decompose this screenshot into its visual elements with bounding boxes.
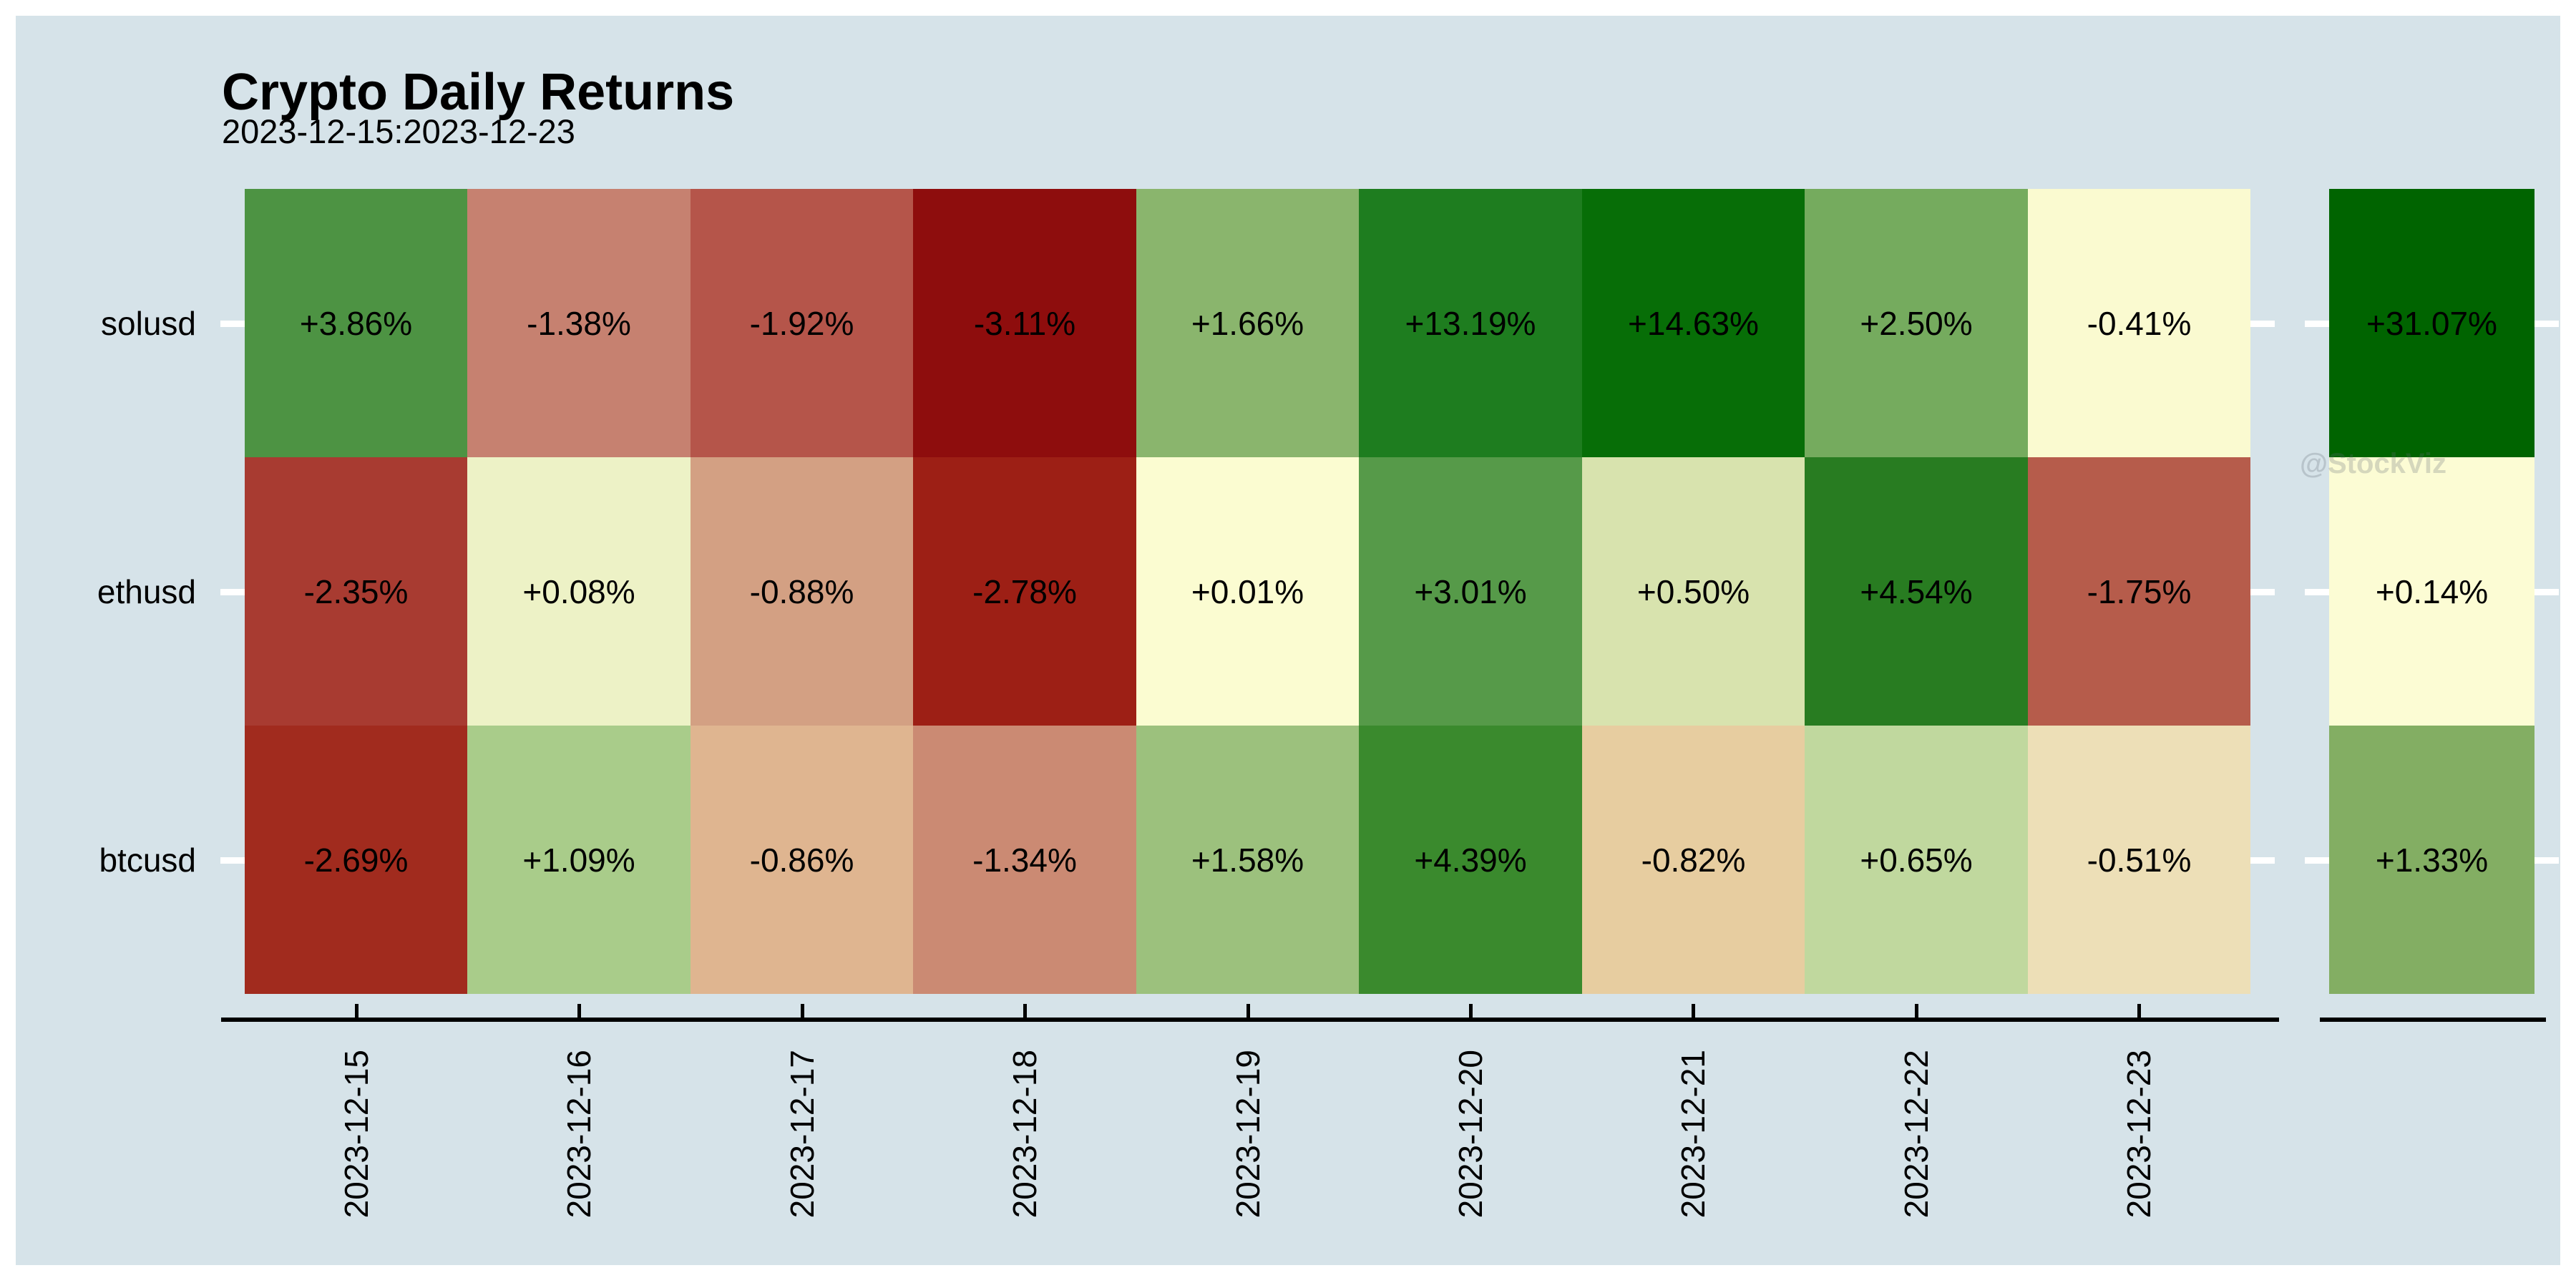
x-axis-label-2023-12-20: 2023-12-20 [1452, 1050, 1489, 1219]
x-axis-tick [1469, 1004, 1473, 1018]
chart-panel: Crypto Daily Returns 2023-12-15:2023-12-… [16, 16, 2560, 1265]
y-axis-label-ethusd: ethusd [97, 572, 196, 610]
y-axis-label-solusd: solusd [101, 304, 196, 342]
heatmap-cell-ethusd-2023-12-20: +3.01% [1359, 457, 1582, 726]
row-tick [2250, 588, 2275, 595]
summary-cell-btcusd: +1.33% [2329, 726, 2534, 994]
heatmap-cell-ethusd-2023-12-17: -0.88% [691, 457, 913, 726]
x-axis-label-2023-12-18: 2023-12-18 [1006, 1050, 1043, 1219]
summary-cell-ethusd: +0.14% [2329, 457, 2534, 726]
x-axis-label-2023-12-16: 2023-12-16 [560, 1050, 597, 1219]
heatmap-cell-ethusd-2023-12-21: +0.50% [1582, 457, 1805, 726]
row-tick [220, 320, 245, 327]
x-axis-tick [355, 1004, 358, 1018]
row-tick [2305, 588, 2329, 595]
heatmap-cell-solusd-2023-12-15: +3.86% [245, 189, 467, 457]
heatmap-cell-btcusd-2023-12-18: -1.34% [913, 726, 1136, 994]
heatmap-cell-btcusd-2023-12-21: -0.82% [1582, 726, 1805, 994]
heatmap-cell-btcusd-2023-12-20: +4.39% [1359, 726, 1582, 994]
x-axis-label-2023-12-23: 2023-12-23 [2120, 1050, 2157, 1219]
heatmap-cell-solusd-2023-12-18: -3.11% [913, 189, 1136, 457]
row-tick [2250, 857, 2275, 864]
row-tick [2305, 857, 2329, 864]
x-axis-line-summary [2320, 1018, 2546, 1022]
x-axis-tick [1246, 1004, 1250, 1018]
row-tick [2250, 320, 2275, 327]
heatmap-cell-ethusd-2023-12-15: -2.35% [245, 457, 467, 726]
heatmap-cell-btcusd-2023-12-22: +0.65% [1805, 726, 2028, 994]
heatmap-cell-ethusd-2023-12-22: +4.54% [1805, 457, 2028, 726]
summary-cell-solusd: +31.07% [2329, 189, 2534, 457]
x-axis-line-main [221, 1018, 2279, 1022]
heatmap-cell-solusd-2023-12-23: -0.41% [2028, 189, 2250, 457]
heatmap-cell-solusd-2023-12-22: +2.50% [1805, 189, 2028, 457]
heatmap-cell-solusd-2023-12-16: -1.38% [467, 189, 691, 457]
heatmap-cell-ethusd-2023-12-16: +0.08% [467, 457, 691, 726]
stockviz-watermark: @StockViz [2300, 448, 2446, 479]
heatmap-cell-ethusd-2023-12-23: -1.75% [2028, 457, 2250, 726]
x-axis-tick [577, 1004, 581, 1018]
x-axis-label-2023-12-22: 2023-12-22 [1898, 1050, 1935, 1219]
heatmap-cell-solusd-2023-12-19: +1.66% [1136, 189, 1359, 457]
x-axis-tick [1692, 1004, 1695, 1018]
row-tick [2534, 857, 2559, 864]
heatmap-cell-btcusd-2023-12-17: -0.86% [691, 726, 913, 994]
x-axis-tick [2137, 1004, 2141, 1018]
chart-title: Crypto Daily Returns [222, 64, 735, 121]
heatmap-cell-ethusd-2023-12-19: +0.01% [1136, 457, 1359, 726]
heatmap-cell-btcusd-2023-12-23: -0.51% [2028, 726, 2250, 994]
heatmap-cell-solusd-2023-12-17: -1.92% [691, 189, 913, 457]
row-tick [220, 588, 245, 595]
chart-subtitle: 2023-12-15:2023-12-23 [222, 112, 575, 150]
heatmap-cell-solusd-2023-12-21: +14.63% [1582, 189, 1805, 457]
y-axis-label-btcusd: btcusd [99, 841, 196, 879]
heatmap-cell-btcusd-2023-12-16: +1.09% [467, 726, 691, 994]
x-axis-label-2023-12-21: 2023-12-21 [1674, 1050, 1712, 1219]
heatmap-cell-ethusd-2023-12-18: -2.78% [913, 457, 1136, 726]
x-axis-label-2023-12-19: 2023-12-19 [1229, 1050, 1267, 1219]
x-axis-tick [1023, 1004, 1027, 1018]
x-axis-tick [1915, 1004, 1918, 1018]
heatmap-cell-btcusd-2023-12-15: -2.69% [245, 726, 467, 994]
heatmap-cell-solusd-2023-12-20: +13.19% [1359, 189, 1582, 457]
x-axis-label-2023-12-15: 2023-12-15 [338, 1050, 375, 1219]
heatmap-cell-btcusd-2023-12-19: +1.58% [1136, 726, 1359, 994]
row-tick [2305, 320, 2329, 327]
x-axis-tick [801, 1004, 804, 1018]
row-tick [2534, 320, 2559, 327]
x-axis-label-2023-12-17: 2023-12-17 [784, 1050, 821, 1219]
row-tick [2534, 588, 2559, 595]
row-tick [220, 857, 245, 864]
